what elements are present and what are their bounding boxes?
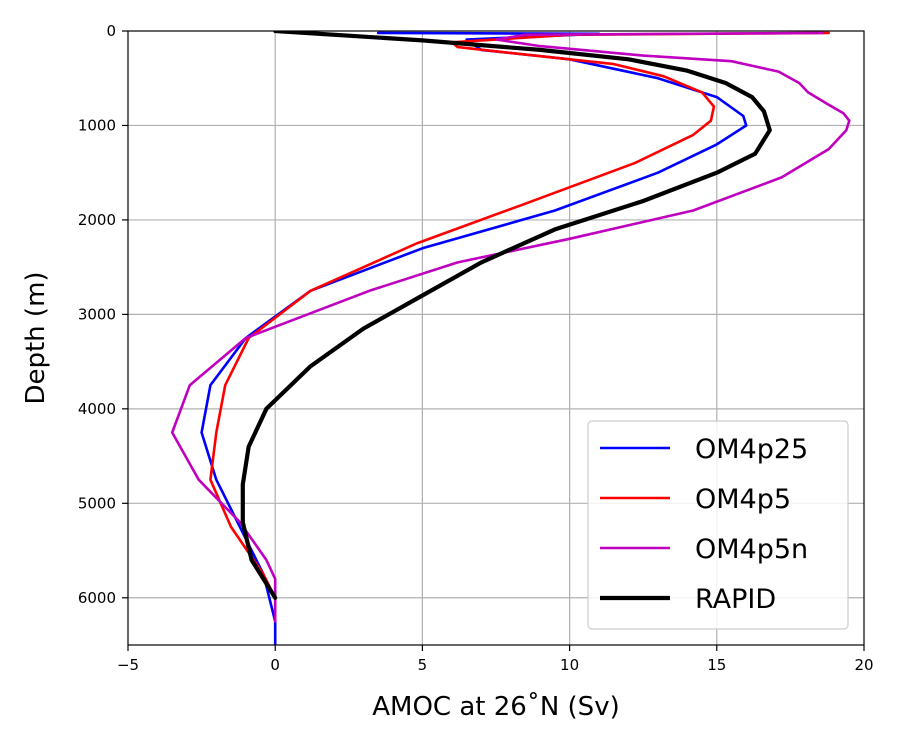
legend-label-rapid: RAPID: [695, 584, 776, 615]
x-ticks: −5 0 5 10 15 20: [117, 645, 874, 674]
x-tick-label: −5: [117, 656, 139, 674]
legend-label-om4p25: OM4p25: [695, 434, 808, 465]
y-ticks: 0 1000 2000 3000 4000 5000 6000: [78, 22, 128, 607]
series-line-rapid: [240, 31, 772, 600]
y-tick-label: 2000: [78, 211, 116, 229]
plot-frame: [127, 30, 865, 646]
series-lines: [170, 31, 851, 645]
x-tick-label: 15: [707, 656, 726, 674]
y-tick-label: 6000: [78, 589, 116, 607]
y-tick-label: 0: [106, 22, 116, 40]
y-axis-label: Depth (m): [21, 271, 51, 404]
y-tick-label: 5000: [78, 494, 116, 512]
legend-label-om4p5n: OM4p5n: [695, 534, 808, 565]
x-tick-label: 5: [418, 656, 428, 674]
x-tick-label: 20: [854, 656, 873, 674]
y-tick-label: 1000: [78, 116, 116, 134]
series-line-om4p5n: [170, 31, 851, 623]
legend: OM4p25 OM4p5 OM4p5n RAPID: [587, 420, 849, 630]
series-line-om4p5: [209, 31, 831, 600]
x-tick-label: 10: [560, 656, 579, 674]
x-tick-label: 0: [270, 656, 280, 674]
y-tick-label: 4000: [78, 400, 116, 418]
legend-label-om4p5: OM4p5: [695, 484, 791, 515]
legend-box: [587, 420, 849, 630]
x-axis-label: AMOC at 26˚N (Sv): [372, 692, 619, 722]
y-tick-label: 3000: [78, 305, 116, 323]
